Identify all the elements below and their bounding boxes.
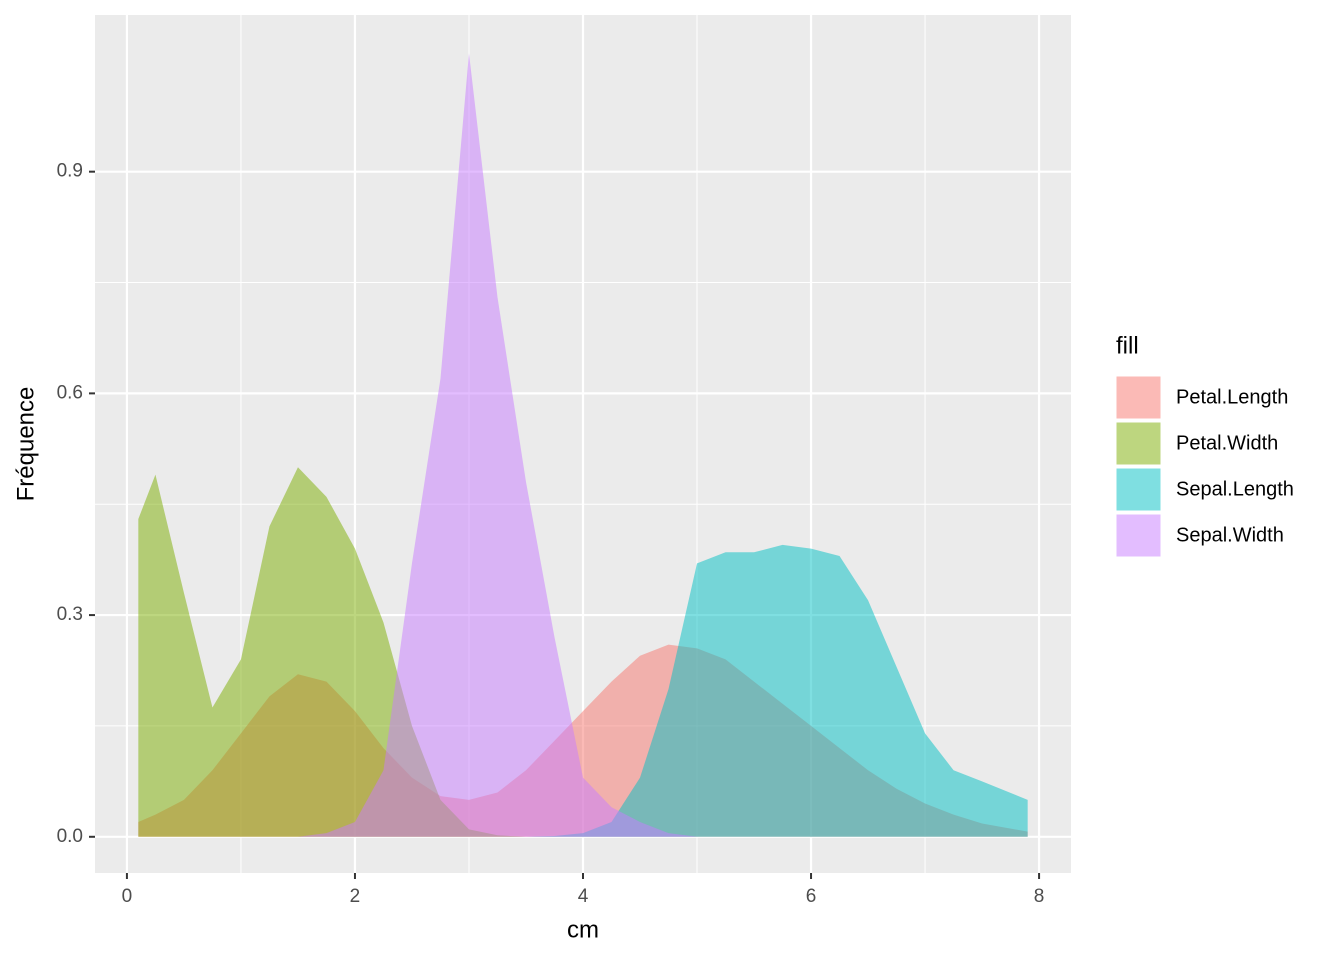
density-area xyxy=(138,467,1028,837)
y-axis-label: Fréquence xyxy=(12,387,39,502)
legend-swatch xyxy=(1115,375,1162,420)
legend-label: Petal.Width xyxy=(1176,432,1278,454)
y-tick-label: 0.6 xyxy=(57,382,83,403)
legend-label: Sepal.Width xyxy=(1176,524,1284,546)
legend-label: Petal.Length xyxy=(1176,386,1288,408)
x-tick-label: 6 xyxy=(806,886,817,907)
x-tick-label: 8 xyxy=(1034,886,1045,907)
x-tick-label: 2 xyxy=(350,886,361,907)
legend-swatch xyxy=(1115,513,1162,558)
legend-swatch xyxy=(1115,467,1162,512)
y-tick-label: 0.0 xyxy=(57,826,83,847)
x-tick-label: 4 xyxy=(578,886,589,907)
y-tick-label: 0.9 xyxy=(57,161,83,182)
x-axis-label: cm xyxy=(567,916,599,943)
legend-title: fill xyxy=(1116,332,1139,359)
y-tick-label: 0.3 xyxy=(57,604,83,625)
x-tick-label: 0 xyxy=(122,886,133,907)
legend-swatch xyxy=(1115,421,1162,466)
legend-label: Sepal.Length xyxy=(1176,478,1294,500)
density-area xyxy=(138,544,1028,837)
